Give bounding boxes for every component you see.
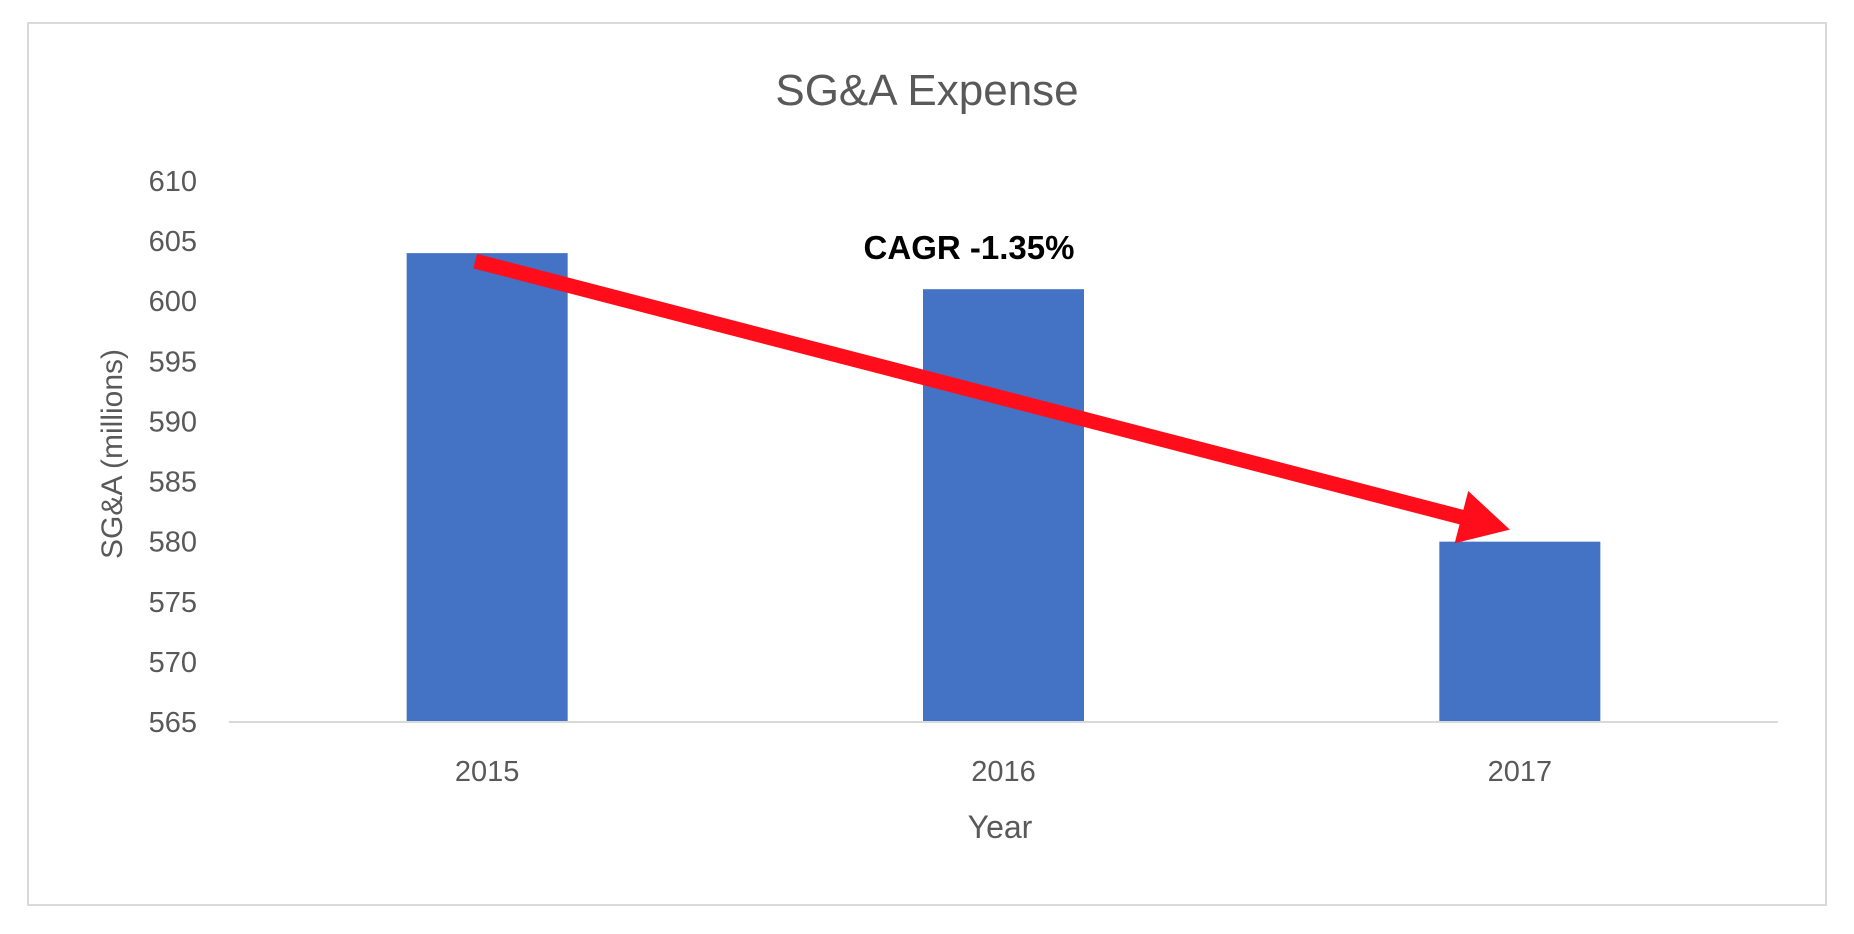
y-tick-label: 605 [149, 226, 197, 258]
bar-2016 [923, 289, 1084, 722]
arrow-head [1454, 490, 1510, 544]
x-tick-label: 2015 [455, 756, 520, 788]
arrow-shaft [473, 253, 1468, 526]
x-tick-label: 2017 [1488, 756, 1553, 788]
y-tick-label: 590 [149, 406, 197, 438]
y-tick-label: 610 [149, 166, 197, 198]
y-tick-label: 565 [149, 707, 197, 739]
cagr-annotation: CAGR -1.35% [864, 229, 1075, 266]
bars-group [406, 253, 1601, 722]
y-tick-label: 600 [149, 286, 197, 318]
y-tick-label: 595 [149, 346, 197, 378]
y-tick-label: 585 [149, 467, 197, 499]
y-axis-ticks: 610 605 600 595 590 585 580 575 570 565 [149, 166, 197, 739]
y-tick-label: 580 [149, 527, 197, 559]
y-tick-label: 575 [149, 587, 197, 619]
chart-title: SG&A Expense [775, 66, 1078, 115]
bar-2015 [406, 253, 568, 722]
y-axis-title: SG&A (millions) [96, 349, 129, 559]
x-tick-label: 2016 [971, 756, 1036, 788]
cagr-arrow [473, 253, 1510, 544]
bar-2017 [1439, 541, 1601, 722]
x-axis-title: Year [968, 809, 1033, 845]
x-axis-ticks: 2015 2016 2017 [455, 756, 1552, 788]
y-tick-label: 570 [149, 647, 197, 679]
